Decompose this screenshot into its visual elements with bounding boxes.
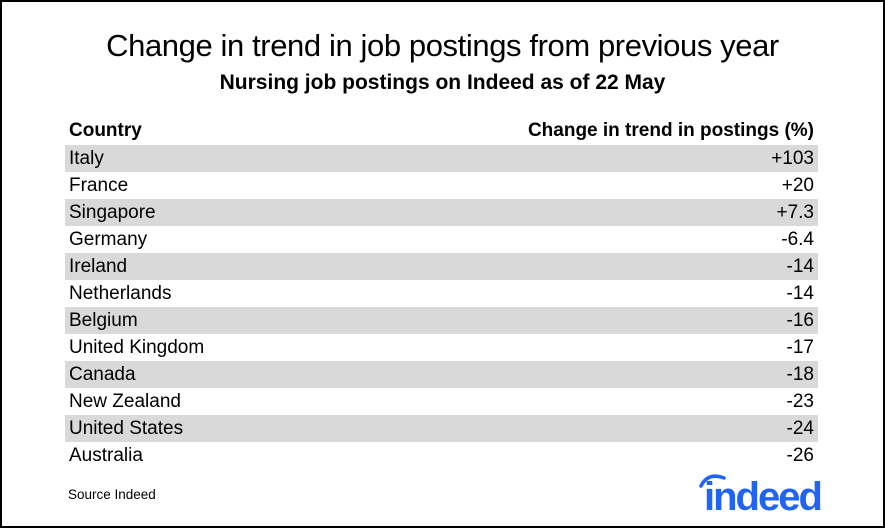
change-cell: +20 [781, 175, 814, 196]
change-cell: +7.3 [776, 202, 814, 223]
table-row: Belgium -16 [65, 307, 818, 334]
change-cell: -24 [786, 418, 814, 439]
change-cell: -17 [786, 337, 814, 358]
column-header-country: Country [69, 120, 142, 141]
table-row: United Kingdom -17 [65, 334, 818, 361]
country-cell: Netherlands [69, 283, 172, 304]
change-cell: -23 [786, 391, 814, 412]
country-cell: Canada [69, 364, 136, 385]
change-cell: -16 [786, 310, 814, 331]
table-row: Italy +103 [65, 145, 818, 172]
country-cell: United Kingdom [69, 337, 205, 358]
table-row: New Zealand -23 [65, 388, 818, 415]
change-cell: -14 [786, 283, 814, 304]
table-row: Netherlands -14 [65, 280, 818, 307]
logo-wordmark: indeed [704, 475, 821, 513]
country-cell: Italy [69, 148, 104, 169]
country-cell: Singapore [69, 202, 156, 223]
chart-subtitle: Nursing job postings on Indeed as of 22 … [219, 71, 666, 94]
country-cell: France [69, 175, 129, 196]
change-cell: -6.4 [781, 229, 814, 250]
table-row: United States -24 [65, 415, 818, 442]
table-body: Italy +103 France +20 Singapore +7.3 Germany -6… [65, 145, 818, 469]
logo-arc-icon [699, 474, 726, 488]
table-row: Canada -18 [65, 361, 818, 388]
country-cell: New Zealand [69, 391, 181, 412]
source-note: Source Indeed [68, 487, 156, 502]
country-cell: Belgium [69, 310, 138, 331]
country-cell: United States [69, 418, 184, 439]
country-cell: Germany [69, 229, 148, 250]
indeed-logo: indeed [698, 471, 822, 513]
table-row: Ireland -14 [65, 253, 818, 280]
column-header-change: Change in trend in postings (%) [527, 120, 814, 141]
table-row: Germany -6.4 [65, 226, 818, 253]
change-cell: -14 [786, 256, 814, 277]
table-row: France +20 [65, 172, 818, 199]
postings-table: Country Change in trend in postings (%) … [65, 116, 818, 469]
chart-title: Change in trend in job postings from pre… [106, 28, 779, 63]
country-cell: Ireland [69, 256, 128, 277]
table-row: Australia -26 [65, 442, 818, 469]
country-cell: Australia [69, 445, 143, 466]
table-header-row: Country Change in trend in postings (%) [65, 116, 818, 145]
change-cell: +103 [771, 148, 814, 169]
table-row: Singapore +7.3 [65, 199, 818, 226]
change-cell: -26 [786, 445, 814, 466]
change-cell: -18 [786, 364, 814, 385]
